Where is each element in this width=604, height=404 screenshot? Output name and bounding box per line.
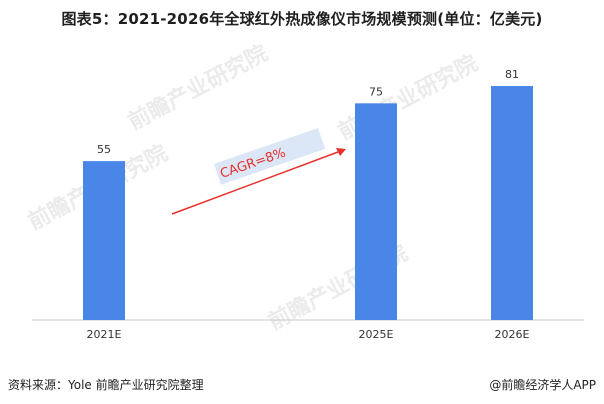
data-label: 81 — [505, 68, 519, 81]
brand-note: @前瞻经济学人APP — [489, 378, 596, 392]
bar-2025E — [355, 103, 397, 320]
x-tick-label: 2025E — [359, 328, 394, 341]
bar-2026E — [491, 86, 533, 320]
cagr-label-box — [213, 128, 326, 185]
source-note: 资料来源：Yole 前瞻产业研究院整理 — [8, 378, 204, 392]
data-label: 55 — [97, 143, 111, 156]
bar-2021E — [83, 161, 125, 320]
cagr-annotation: CAGR=8% — [171, 128, 346, 215]
cagr-arrow-line — [171, 151, 339, 215]
x-tick-label: 2026E — [495, 328, 530, 341]
cagr-arrow-head — [336, 148, 346, 156]
chart-title: 图表5：2021-2026年全球红外热成像仪市场规模预测(单位：亿美元) — [61, 10, 543, 28]
data-label: 75 — [369, 85, 383, 98]
x-tick-label: 2021E — [87, 328, 122, 341]
